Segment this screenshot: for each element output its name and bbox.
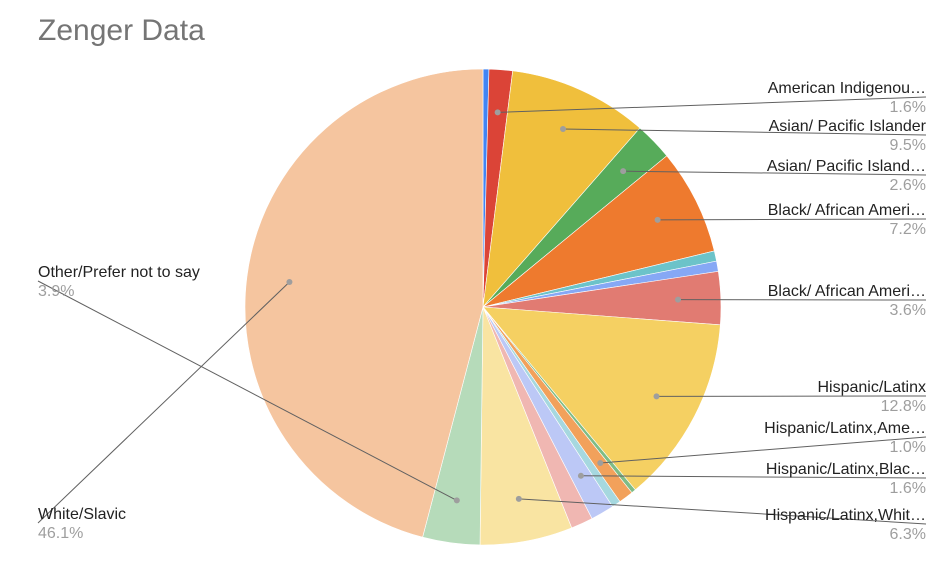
callout-dot: [453, 497, 460, 504]
slice-percent-label: 3.9%: [38, 283, 74, 300]
callout-dot: [515, 495, 522, 502]
slice-label: American Indigenou…: [768, 80, 926, 97]
pie-slices: [244, 68, 722, 546]
slice-percent-label: 9.5%: [890, 137, 926, 154]
callout-dot: [494, 109, 501, 116]
pie-callout: Black/ African Ameri… 3.6%: [675, 283, 927, 319]
callout-dot: [654, 216, 661, 223]
callout-dot: [675, 296, 682, 303]
slice-label: Black/ African Ameri…: [768, 283, 926, 300]
slice-label: Hispanic/Latinx,Blac…: [766, 461, 926, 478]
slice-percent-label: 12.8%: [881, 398, 926, 415]
callout-leader-line: [623, 170, 927, 176]
chart-title: Zenger Data: [38, 14, 205, 47]
slice-label: Asian/ Pacific Island…: [767, 158, 926, 175]
slice-percent-label: 6.3%: [890, 526, 926, 543]
pie-callout: Asian/ Pacific Island… 2.6%: [620, 158, 927, 194]
callout-leader-line: [657, 218, 927, 221]
callout-leader-line: [580, 475, 927, 479]
pie-callout: Asian/ Pacific Islander 9.5%: [560, 118, 927, 154]
callout-leader-line: [563, 128, 927, 136]
slice-percent-label: 1.6%: [890, 480, 926, 497]
pie-callout: Hispanic/Latinx 12.8%: [653, 379, 927, 415]
pie-callout: Black/ African Ameri… 7.2%: [654, 202, 927, 238]
callout-leader-line: [37, 280, 458, 501]
slice-percent-label: 3.6%: [890, 302, 926, 319]
callout-dot: [577, 472, 584, 479]
callout-leader-line: [518, 498, 927, 525]
slice-percent-label: 1.0%: [890, 439, 926, 456]
slice-percent-label: 7.2%: [890, 221, 926, 238]
callout-dot: [597, 460, 604, 467]
callout-leader-line: [37, 281, 290, 524]
callout-dot: [653, 393, 660, 400]
slice-label: Black/ African Ameri…: [768, 202, 926, 219]
slice-label: Hispanic/Latinx: [818, 379, 927, 396]
pie-slice: [482, 306, 721, 491]
slice-label: Asian/ Pacific Islander: [769, 118, 927, 135]
pie-slice: [482, 155, 715, 308]
slice-label: Hispanic/Latinx,Ame…: [764, 420, 926, 437]
callout-leader-line: [600, 436, 927, 464]
pie-callout: White/Slavic 46.1%: [37, 279, 293, 542]
slice-percent-label: 1.6%: [890, 99, 926, 116]
callout-dot: [560, 125, 567, 132]
slice-label: Other/Prefer not to say: [38, 264, 200, 281]
callout-dot: [286, 279, 293, 286]
slice-percent-label: 46.1%: [38, 525, 83, 542]
slice-label: White/Slavic: [38, 506, 126, 523]
pie-callout: Hispanic/Latinx,Blac… 1.6%: [577, 461, 927, 497]
slice-percent-label: 2.6%: [890, 177, 926, 194]
slice-label: Hispanic/Latinx,Whit…: [765, 507, 926, 524]
pie-callout: Hispanic/Latinx,Whit… 6.3%: [515, 495, 927, 543]
pie-callout: Hispanic/Latinx,Ame… 1.0%: [597, 420, 927, 467]
callout-leader-line: [497, 96, 927, 113]
pie-callout: Other/Prefer not to say 3.9%: [37, 264, 460, 504]
callout-dot: [620, 168, 627, 175]
pie-callout: American Indigenou… 1.6%: [494, 80, 927, 116]
pie-callouts: American Indigenou… 1.6% Asian/ Pacific Is…: [37, 80, 927, 543]
